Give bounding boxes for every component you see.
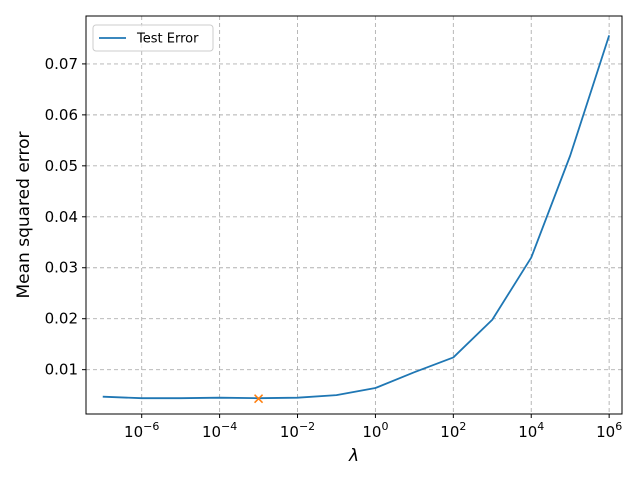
x-tick-label: 10−2 [280, 420, 315, 441]
y-tick-label: 0.01 [45, 361, 78, 379]
y-tick-label: 0.05 [45, 157, 78, 175]
y-axis-label: Mean squared error [14, 132, 34, 299]
min-error-marker [254, 394, 264, 404]
x-tick-label: 100 [362, 420, 388, 441]
y-axis-ticks: 0.01 0.02 0.03 0.04 0.05 0.06 0.07 [45, 55, 86, 379]
x-tick-label: 102 [440, 420, 466, 441]
y-tick-label: 0.06 [45, 106, 78, 124]
y-tick-label: 0.03 [45, 259, 78, 277]
x-tick-label: 106 [596, 420, 622, 441]
series-line-test-error [102, 35, 611, 400]
y-tick-label: 0.02 [45, 310, 78, 328]
x-tick-label: 104 [518, 420, 544, 441]
series-layer [102, 35, 611, 400]
y-tick-label: 0.07 [45, 55, 78, 73]
y-tick-label: 0.04 [45, 208, 78, 226]
marker-layer [254, 394, 264, 404]
x-tick-label: 10−6 [124, 420, 159, 441]
legend-label-test-error: Test Error [136, 32, 199, 47]
axes-frame [85, 15, 623, 415]
legend: Test Error [92, 24, 214, 52]
legend-box [92, 24, 214, 52]
x-axis-label: λ [348, 446, 359, 466]
plot-border [85, 15, 623, 415]
x-axis-ticks: 10−6 10−4 10−2 100 102 104 106 [124, 414, 622, 441]
grid [86, 16, 622, 414]
x-tick-label: 10−4 [202, 420, 237, 441]
